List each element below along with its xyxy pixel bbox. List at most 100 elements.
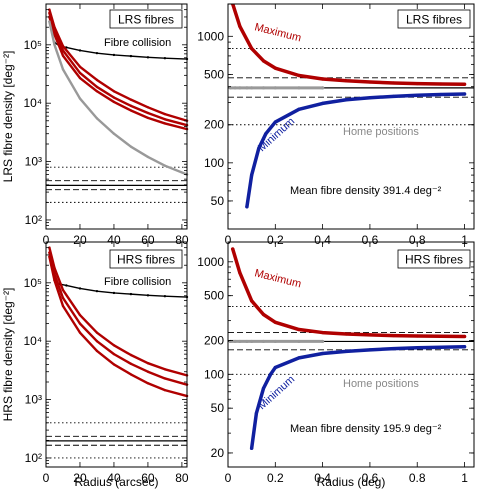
panel-label: HRS fibres	[405, 253, 463, 267]
data-point	[146, 382, 150, 385]
y-tick-label: 500	[204, 289, 224, 303]
data-point	[129, 104, 133, 108]
y-axis-label: LRS fibre density [deg⁻²]	[1, 51, 15, 183]
plot-frame	[227, 3, 475, 230]
data-point	[163, 377, 167, 380]
data-point	[238, 86, 242, 90]
data-point	[238, 339, 242, 344]
data-point	[462, 92, 467, 96]
data-point	[61, 54, 65, 57]
x-tick-label: 60	[141, 471, 155, 485]
data-point	[368, 96, 372, 100]
y-axis-label: HRS fibre density [deg⁻²]	[1, 288, 15, 422]
data-point	[48, 255, 51, 258]
data-point	[261, 312, 266, 317]
data-point	[439, 334, 443, 338]
x-tick-label: 0	[43, 233, 50, 247]
y-tick-label: 200	[204, 118, 224, 132]
data-point	[78, 287, 82, 290]
panel-label-box	[397, 9, 471, 29]
plot-frame	[227, 241, 475, 468]
panel-label-box	[109, 249, 183, 269]
data-point	[95, 339, 99, 343]
data-point	[112, 132, 116, 135]
series-line-2	[48, 11, 189, 127]
data-point	[48, 15, 51, 19]
data-point	[261, 59, 266, 63]
data-point	[129, 373, 133, 376]
x-tick-label: 0.6	[362, 471, 379, 485]
data-point	[95, 349, 99, 353]
data-point	[163, 164, 167, 167]
data-point	[78, 313, 82, 317]
data-point	[112, 100, 116, 104]
data-point	[273, 339, 277, 344]
x-tick-label: 40	[107, 471, 121, 485]
y-tick-label: 10³	[25, 155, 42, 169]
data-point	[163, 56, 167, 60]
x-tick-label: 0	[225, 471, 232, 485]
y-tick-label: 10²	[25, 213, 42, 227]
data-point	[297, 86, 301, 90]
panel-top-right: 0 0.2 0.4 0.6 0.8 1 50 100 200 500 1000 LRS fibres M…	[197, 3, 475, 247]
data-point	[462, 82, 467, 86]
data-point	[146, 116, 150, 120]
y-tick-label: 10⁵	[24, 276, 42, 290]
data-point	[95, 289, 99, 293]
data-point	[439, 345, 443, 349]
data-point	[95, 78, 99, 82]
y-tick-label: 50	[211, 401, 225, 415]
data-point	[129, 362, 133, 365]
y-tick-label: 100	[204, 156, 224, 170]
data-point	[129, 109, 133, 112]
data-point	[228, 86, 232, 90]
data-point	[61, 296, 65, 300]
annotation: Mean fibre density 391.4 deg⁻²	[290, 185, 442, 197]
data-point	[273, 86, 277, 90]
data-point	[368, 333, 372, 337]
y-tick-label: 10⁴	[23, 334, 42, 348]
data-point	[48, 246, 51, 249]
data-point	[273, 365, 277, 370]
series-line-4	[48, 20, 189, 176]
x-tick-label: 60	[141, 233, 155, 247]
data-point	[321, 351, 325, 356]
data-point	[48, 251, 51, 254]
data-point	[250, 299, 254, 303]
data-point	[391, 347, 396, 351]
y-tick-label: 100	[204, 367, 224, 381]
y-tick-label: 10⁵	[24, 38, 42, 52]
data-point	[163, 294, 167, 298]
data-point	[439, 92, 443, 97]
data-point	[112, 352, 116, 356]
data-point	[163, 118, 167, 121]
annotation: Maximum	[253, 21, 302, 44]
data-point	[321, 339, 325, 344]
series-line-3	[48, 255, 189, 398]
data-point	[95, 85, 99, 89]
data-point	[112, 90, 116, 93]
x-tick-label: 1	[461, 233, 468, 247]
panel-label-box	[397, 249, 471, 269]
data-point	[78, 76, 82, 80]
x-tick-label: 0.4	[314, 471, 331, 485]
data-point	[245, 86, 249, 90]
data-point	[65, 284, 68, 287]
data-point	[391, 333, 396, 338]
data-point	[250, 446, 254, 450]
data-point	[53, 43, 56, 47]
data-point	[163, 122, 167, 125]
data-point	[112, 291, 116, 295]
data-point	[95, 331, 99, 334]
data-point	[48, 11, 51, 15]
data-point	[261, 339, 266, 344]
data-point	[245, 339, 249, 344]
data-point	[264, 132, 268, 136]
data-point	[129, 98, 133, 101]
data-point	[146, 155, 150, 159]
data-point	[250, 173, 254, 177]
data-point	[250, 46, 254, 51]
data-point	[297, 356, 301, 360]
data-point	[273, 120, 277, 124]
data-point	[250, 339, 254, 344]
